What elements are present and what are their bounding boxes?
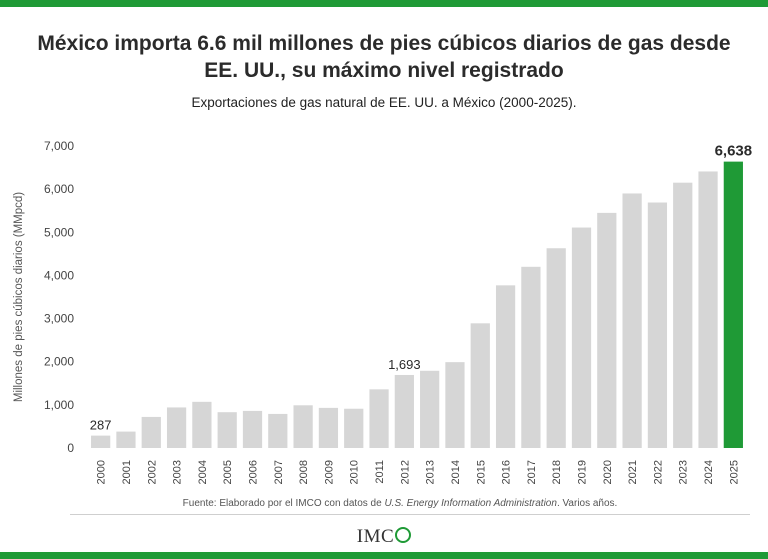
x-tick-label: 2013: [425, 460, 437, 484]
chart-subtitle: Exportaciones de gas natural de EE. UU. …: [191, 95, 577, 110]
bar: [369, 389, 389, 448]
bar: [192, 401, 212, 448]
bar: [268, 413, 288, 448]
logo-circle-icon: [395, 527, 412, 543]
x-tick-label: 2020: [602, 460, 614, 484]
y-tick-label: 4,000: [44, 268, 74, 282]
x-tick-label: 2011: [374, 460, 386, 484]
x-tick-label: 2002: [146, 460, 158, 484]
source-suffix: . Varios años.: [556, 498, 618, 509]
x-tick-label: 2008: [298, 460, 310, 484]
source-note: Fuente: Elaborado por el IMCO con datos …: [100, 498, 700, 509]
x-tick-label: 2006: [248, 460, 260, 484]
imco-logo: IMC: [334, 526, 434, 548]
bar: [521, 266, 541, 448]
bar: [622, 193, 642, 448]
bar: [318, 407, 339, 448]
bar: [217, 412, 237, 448]
bottom-accent-bar: [0, 552, 768, 559]
x-tick-label: 2023: [678, 460, 690, 484]
bar: [242, 410, 263, 448]
bar: [116, 431, 136, 448]
bar: [420, 370, 440, 448]
data-label: 1,693: [388, 357, 421, 372]
x-tick-label: 2010: [349, 460, 361, 484]
x-tick-label: 2015: [475, 460, 487, 484]
x-tick-label: 2004: [197, 460, 209, 484]
bar: [141, 416, 161, 448]
bar: [597, 212, 617, 448]
x-tick-label: 2000: [96, 460, 108, 484]
x-tick-label: 2012: [399, 460, 411, 484]
bar-chart: 0 1,000 2,000 3,000 4,000 5,000 6,000 7,000 Mill…: [13, 139, 753, 484]
bar: [495, 285, 516, 448]
data-label: 6,638: [715, 143, 753, 160]
source-italic: U.S. Energy Information Administration: [384, 498, 557, 509]
x-tick-label: 2025: [728, 460, 740, 484]
x-tick-label: 2014: [450, 460, 462, 484]
x-tick-label: 2021: [627, 460, 639, 484]
bar: [673, 182, 693, 448]
y-tick-label: 2,000: [44, 355, 74, 369]
x-tick-label: 2018: [551, 460, 563, 484]
x-tick-label: 2016: [501, 460, 513, 484]
data-label: 287: [90, 418, 112, 433]
x-tick-label: 2003: [172, 460, 184, 484]
x-tick-label: 2009: [323, 460, 335, 484]
y-tick-label: 0: [67, 441, 74, 455]
bar: [344, 408, 364, 448]
top-accent-bar: [0, 0, 768, 7]
x-tick-label: 2001: [121, 460, 133, 484]
x-tick-label: 2007: [273, 460, 285, 484]
y-tick-label: 3,000: [44, 312, 74, 326]
y-axis-label: Millones de pies cúbicos diarios (MMpcd): [13, 192, 25, 402]
x-tick-label: 2019: [577, 460, 589, 484]
bar: [571, 227, 592, 448]
chart-title: México importa 6.6 mil millones de pies …: [37, 32, 731, 82]
bar: [470, 323, 490, 448]
y-tick-label: 5,000: [44, 225, 74, 239]
bar: [91, 435, 111, 448]
logo-text: IMC: [356, 526, 395, 547]
bar: [647, 202, 668, 448]
y-tick-label: 7,000: [44, 139, 74, 153]
bar: [293, 405, 313, 448]
x-tick-label: 2022: [652, 460, 664, 484]
bar: [698, 171, 718, 448]
x-tick-label: 2024: [703, 460, 715, 484]
bar: [546, 248, 566, 448]
y-tick-label: 6,000: [44, 182, 74, 196]
x-tick-label: 2005: [222, 460, 234, 484]
y-tick-label: 1,000: [44, 398, 74, 412]
footer-divider: [70, 514, 750, 515]
x-tick-label: 2017: [526, 460, 538, 484]
source-prefix: Fuente: Elaborado por el IMCO con datos …: [182, 498, 385, 509]
bar: [445, 362, 465, 448]
bar: [723, 161, 743, 448]
bar: [166, 407, 187, 448]
bar: [394, 374, 414, 448]
